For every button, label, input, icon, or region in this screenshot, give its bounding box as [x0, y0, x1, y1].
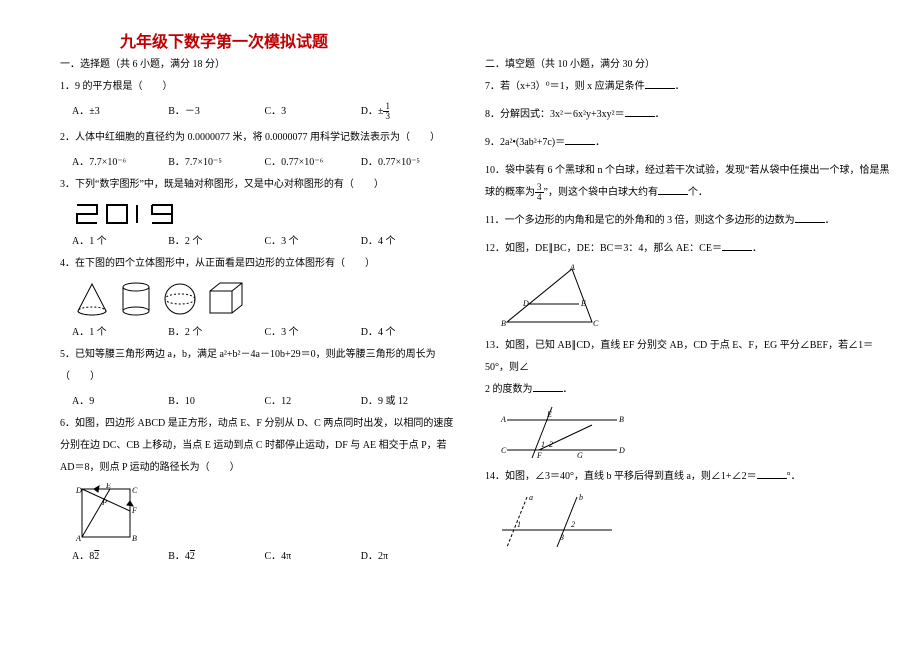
svg-text:E: E [580, 299, 586, 308]
cone-icon [72, 279, 112, 319]
svg-text:a: a [529, 493, 533, 502]
q12: 12．如图，DE∥BC，DE：BC＝3：4，那么 AE：CE＝． [485, 238, 890, 260]
q5-text: 5．已知等腰三角形两边 a，b，满足 a²+b²－4a－10b+29＝0，则此等… [60, 344, 457, 388]
q2-c: C．0.77×10⁻⁶ [265, 153, 361, 168]
q3-c: C．3 个 [265, 232, 361, 247]
q4-b: B．2 个 [168, 323, 264, 338]
q11: 11．一个多边形的内角和是它的外角和的 3 倍，则这个多边形的边数为． [485, 210, 890, 232]
q3-figure [60, 200, 457, 228]
cylinder-icon [116, 279, 156, 319]
digits-2019-icon [72, 200, 212, 228]
q6-c: C．4π [265, 547, 361, 562]
sphere-icon [160, 279, 200, 319]
q7: 7．若（x+3）⁰＝1，则 x 应满足条件． [485, 76, 890, 98]
svg-text:1: 1 [517, 520, 521, 529]
q4-options: A．1 个 B．2 个 C．3 个 D．4 个 [60, 323, 457, 338]
q6-options: A．82 B．42 C．4π D．2π [60, 547, 457, 562]
q6-figure: D E C F P A B [60, 483, 457, 543]
right-column: 二．填空题（共 10 小题，满分 30 分） 7．若（x+3）⁰＝1，则 x 应… [475, 20, 890, 641]
svg-text:2: 2 [549, 440, 553, 449]
q1-a: A．±3 [72, 102, 168, 121]
q5-c: C．12 [265, 392, 361, 407]
svg-text:1: 1 [541, 440, 545, 449]
q6-text: 6．如图，四边形 ABCD 是正方形，动点 E、F 分别从 D、C 两点同时出发… [60, 413, 457, 479]
q1-text: 1．9 的平方根是（ ） [60, 76, 457, 98]
q13: 13．如图，已知 AB∥CD，直线 EF 分别交 AB，CD 于点 E、F，EG… [485, 335, 890, 401]
svg-text:A: A [500, 415, 506, 424]
q4-d: D．4 个 [361, 323, 457, 338]
q3-text: 3．下列“数字图形”中，既是轴对称图形，又是中心对称图形的有（ ） [60, 174, 457, 196]
svg-text:C: C [501, 446, 507, 455]
q13-figure: A E B C F G D 12 [485, 405, 890, 460]
q14: 14．如图，∠3＝40°，直线 b 平移后得到直线 a，则∠1+∠2＝°． [485, 466, 890, 488]
q3-options: A．1 个 B．2 个 C．3 个 D．4 个 [60, 232, 457, 247]
svg-text:B: B [132, 534, 137, 543]
q8: 8．分解因式：3x²－6x²y+3xy²＝． [485, 104, 890, 126]
svg-text:C: C [132, 486, 138, 495]
q4-c: C．3 个 [265, 323, 361, 338]
translated-lines-icon: a b 1 23 [497, 492, 617, 552]
svg-text:3: 3 [559, 533, 564, 542]
page-container: 一．选择题（共 6 小题，满分 18 分） 1．9 的平方根是（ ） A．±3 … [0, 0, 920, 651]
exam-title: 九年级下数学第一次模拟试题 [120, 28, 328, 52]
q1-d: D．±13 [361, 102, 457, 121]
svg-text:F: F [536, 451, 542, 460]
svg-text:D: D [618, 446, 625, 455]
triangle-de-bc-icon: A D E B C [497, 264, 607, 329]
svg-text:E: E [105, 483, 111, 490]
q4-text: 4．在下图的四个立体图形中，从正面看是四边形的立体图形有（ ） [60, 253, 457, 275]
q4-a: A．1 个 [72, 323, 168, 338]
svg-text:G: G [577, 451, 583, 460]
svg-text:2: 2 [571, 520, 575, 529]
square-path-icon: D E C F P A B [72, 483, 142, 543]
q5-b: B．10 [168, 392, 264, 407]
q1-c: C．3 [265, 102, 361, 121]
q5-options: A．9 B．10 C．12 D．9 或 12 [60, 392, 457, 407]
q10: 10．袋中装有 6 个黑球和 n 个白球，经过若干次试验，发现“若从袋中任摸出一… [485, 160, 890, 204]
cube-icon [204, 279, 248, 319]
q12-figure: A D E B C [485, 264, 890, 329]
svg-text:A: A [75, 534, 81, 543]
left-column: 一．选择题（共 6 小题，满分 18 分） 1．9 的平方根是（ ） A．±3 … [60, 20, 475, 641]
q1-options: A．±3 B．－3 C．3 D．±13 [60, 102, 457, 121]
q6-a: A．82 [72, 547, 168, 562]
q14-figure: a b 1 23 [485, 492, 890, 552]
svg-text:B: B [619, 415, 624, 424]
section1-head: 一．选择题（共 6 小题，满分 18 分） [60, 55, 457, 70]
q3-d: D．4 个 [361, 232, 457, 247]
q2-options: A．7.7×10⁻⁶ B．7.7×10⁻⁵ C．0.77×10⁻⁶ D．0.77… [60, 153, 457, 168]
q6-d: D．2π [361, 547, 457, 562]
q9: 9．2a²•(3ab²+7c)＝． [485, 132, 890, 154]
q2-a: A．7.7×10⁻⁶ [72, 153, 168, 168]
q2-d: D．0.77×10⁻⁵ [361, 153, 457, 168]
q3-a: A．1 个 [72, 232, 168, 247]
svg-text:D: D [75, 486, 82, 495]
q3-b: B．2 个 [168, 232, 264, 247]
svg-text:P: P [101, 498, 107, 507]
q6-b: B．42 [168, 547, 264, 562]
svg-text:B: B [501, 319, 506, 328]
svg-text:A: A [569, 264, 575, 272]
section2-head: 二．填空题（共 10 小题，满分 30 分） [485, 55, 890, 70]
q2-text: 2．人体中红细胞的直径约为 0.0000077 米，将 0.0000077 用科… [60, 127, 457, 149]
q5-d: D．9 或 12 [361, 392, 457, 407]
q4-figure [60, 279, 457, 319]
svg-text:C: C [593, 319, 599, 328]
svg-text:E: E [546, 410, 552, 419]
q5-a: A．9 [72, 392, 168, 407]
q2-b: B．7.7×10⁻⁵ [168, 153, 264, 168]
parallel-ef-icon: A E B C F G D 12 [497, 405, 627, 460]
svg-text:b: b [579, 493, 583, 502]
svg-text:D: D [522, 299, 529, 308]
q1-b: B．－3 [168, 102, 264, 121]
svg-text:F: F [131, 506, 137, 515]
